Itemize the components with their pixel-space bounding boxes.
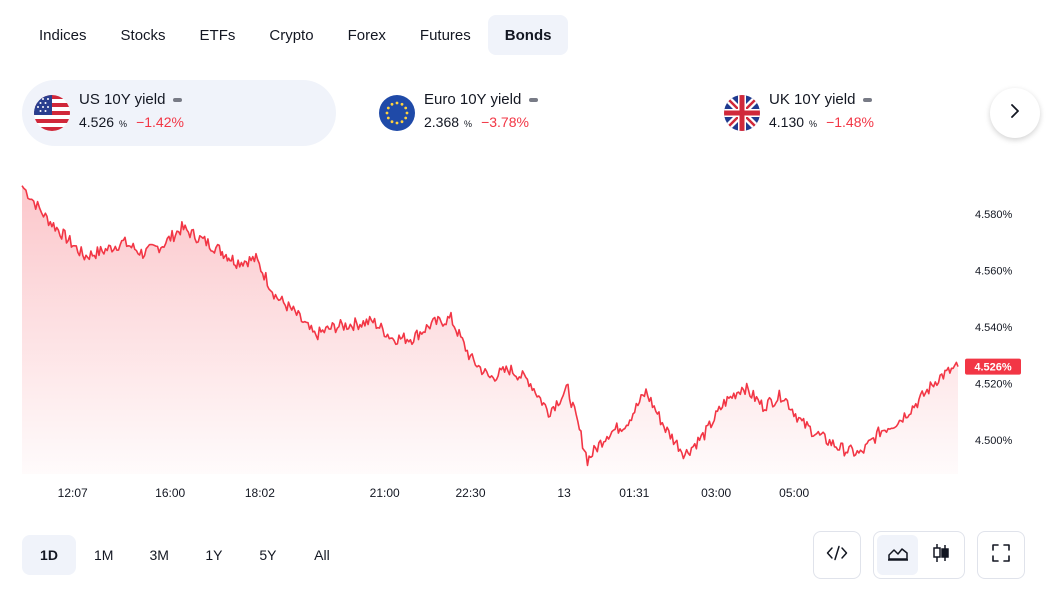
tab-bonds[interactable]: Bonds xyxy=(487,15,569,55)
range-selector: 1D 1M 3M 1Y 5Y All xyxy=(22,535,349,575)
x-tick-label: 22:30 xyxy=(455,486,485,500)
ticker-price: 2.368 xyxy=(424,114,460,130)
ticker-name: US 10Y yield xyxy=(79,91,166,108)
category-tabs: Indices Stocks ETFs Crypto Forex Futures… xyxy=(22,15,569,55)
us-flag-icon xyxy=(34,95,70,131)
fullscreen-button[interactable] xyxy=(977,531,1025,579)
candlestick-icon xyxy=(931,542,951,569)
tab-crypto[interactable]: Crypto xyxy=(269,26,314,44)
y-tick-label: 4.560% xyxy=(975,265,1013,277)
x-tick-label: 18:02 xyxy=(245,486,275,500)
next-tickers-button[interactable] xyxy=(990,88,1040,138)
candlestick-chart-button[interactable] xyxy=(920,535,961,575)
last-price-tag: 4.526% xyxy=(965,358,1021,375)
x-tick-label: 21:00 xyxy=(370,486,400,500)
market-status-icon xyxy=(529,97,539,102)
tab-stocks[interactable]: Stocks xyxy=(120,26,166,44)
yield-chart[interactable]: 4.500% 4.520% 4.540% 4.560% 4.580% 12:07 16:0… xyxy=(0,170,1047,510)
range-5y-button[interactable]: 5Y xyxy=(259,547,277,563)
tab-indices[interactable]: Indices xyxy=(39,26,87,44)
y-tick-label: 4.520% xyxy=(975,379,1013,391)
ticker-unit: % xyxy=(119,119,128,129)
ticker-change: −1.42% xyxy=(136,114,184,130)
market-status-icon xyxy=(173,97,183,102)
ticker-uk-10y[interactable]: UK 10Y yield 4.130 % −1.48% xyxy=(712,80,1026,146)
market-status-icon xyxy=(863,97,873,102)
code-icon xyxy=(826,545,848,566)
x-tick-label: 12:07 xyxy=(58,486,88,500)
chart-area-fill xyxy=(22,185,958,474)
chart-canvas[interactable]: 4.500% 4.520% 4.540% 4.560% 4.580% 12:07 16:0… xyxy=(0,170,1047,510)
tab-forex[interactable]: Forex xyxy=(347,26,386,44)
range-3m-button[interactable]: 3M xyxy=(149,547,169,563)
y-tick-label: 4.580% xyxy=(975,209,1013,221)
chevron-right-icon xyxy=(1008,103,1022,123)
ticker-strip: US 10Y yield 4.526 % −1.42% Euro 10Y yie… xyxy=(22,80,1042,146)
ticker-euro-10y[interactable]: Euro 10Y yield 2.368 % −3.78% xyxy=(367,80,681,146)
range-all-button[interactable]: All xyxy=(314,547,330,563)
last-price-label: 4.526% xyxy=(974,362,1012,374)
ticker-change: −3.78% xyxy=(481,114,529,130)
ticker-price: 4.526 xyxy=(79,114,115,130)
x-tick-label: 03:00 xyxy=(701,486,731,500)
tab-etfs[interactable]: ETFs xyxy=(199,26,236,44)
area-chart-icon xyxy=(887,545,909,566)
area-chart-button[interactable] xyxy=(877,535,918,575)
x-tick-label: 16:00 xyxy=(155,486,185,500)
uk-flag-icon xyxy=(724,95,760,131)
ticker-name: Euro 10Y yield xyxy=(424,91,522,108)
ticker-us-10y[interactable]: US 10Y yield 4.526 % −1.42% xyxy=(22,80,336,146)
ticker-unit: % xyxy=(464,119,473,129)
embed-button[interactable] xyxy=(813,531,861,579)
x-tick-label: 01:31 xyxy=(619,486,649,500)
fullscreen-icon xyxy=(991,543,1011,568)
ticker-name: UK 10Y yield xyxy=(769,91,856,108)
chart-type-toggle xyxy=(873,531,965,579)
range-1y-button[interactable]: 1Y xyxy=(205,547,223,563)
x-tick-label: 13 xyxy=(557,486,571,500)
ticker-change: −1.48% xyxy=(826,114,874,130)
y-tick-label: 4.500% xyxy=(975,435,1013,447)
ticker-unit: % xyxy=(809,119,818,129)
eu-flag-icon xyxy=(379,95,415,131)
chart-line xyxy=(21,185,959,467)
x-tick-label: 05:00 xyxy=(779,486,809,500)
range-1d-button[interactable]: 1D xyxy=(22,535,76,575)
y-tick-label: 4.540% xyxy=(975,322,1013,334)
range-1m-button[interactable]: 1M xyxy=(94,547,114,563)
tab-futures[interactable]: Futures xyxy=(419,26,471,44)
ticker-price: 4.130 xyxy=(769,114,805,130)
